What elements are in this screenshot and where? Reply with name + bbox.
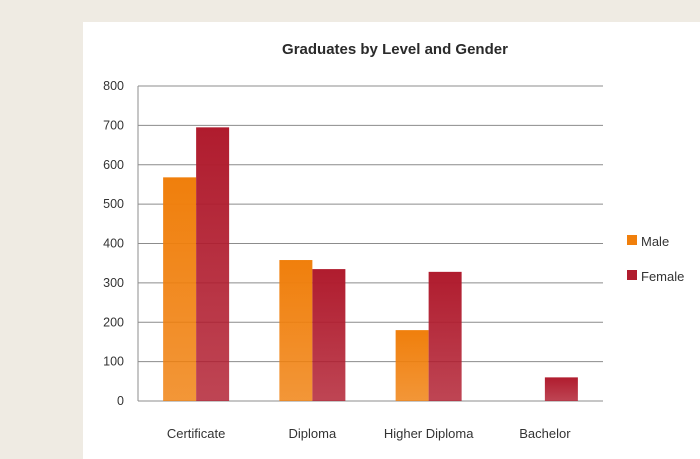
- legend: Male Female: [627, 234, 684, 284]
- x-category-label: Certificate: [167, 426, 226, 441]
- legend-swatch-male: [627, 235, 637, 245]
- y-tick-label-700: 700: [103, 118, 124, 132]
- chart-title: Graduates by Level and Gender: [282, 41, 508, 58]
- y-tick-label-0: 0: [117, 394, 124, 408]
- y-tick-label-800: 800: [103, 79, 124, 93]
- y-tick-label-500: 500: [103, 197, 124, 211]
- bar-male-certificate: [163, 177, 197, 401]
- x-category-label: Higher Diploma: [384, 426, 474, 441]
- x-axis-labels: Certificate Diploma Higher Diploma Bachelor: [167, 426, 571, 441]
- legend-label-male: Male: [641, 234, 669, 249]
- bar-male-higher-diploma: [395, 330, 429, 401]
- y-tick-label-400: 400: [103, 237, 124, 251]
- y-tick-label-100: 100: [103, 355, 124, 369]
- legend-label-female: Female: [641, 269, 684, 284]
- y-axis-ticks: 0 100 200 300 400 500 600 700 800: [103, 79, 124, 408]
- x-category-label: Diploma: [289, 426, 337, 441]
- bar-male-diploma: [279, 260, 313, 401]
- bars: [163, 127, 578, 401]
- bar-female-bachelor: [544, 377, 578, 401]
- y-tick-label-200: 200: [103, 315, 124, 329]
- bar-female-diploma: [312, 269, 346, 401]
- bar-female-certificate: [196, 127, 230, 401]
- bar-female-higher-diploma: [428, 271, 462, 401]
- legend-swatch-female: [627, 270, 637, 280]
- x-category-label: Bachelor: [519, 426, 571, 441]
- y-tick-label-600: 600: [103, 158, 124, 172]
- y-tick-label-300: 300: [103, 276, 124, 290]
